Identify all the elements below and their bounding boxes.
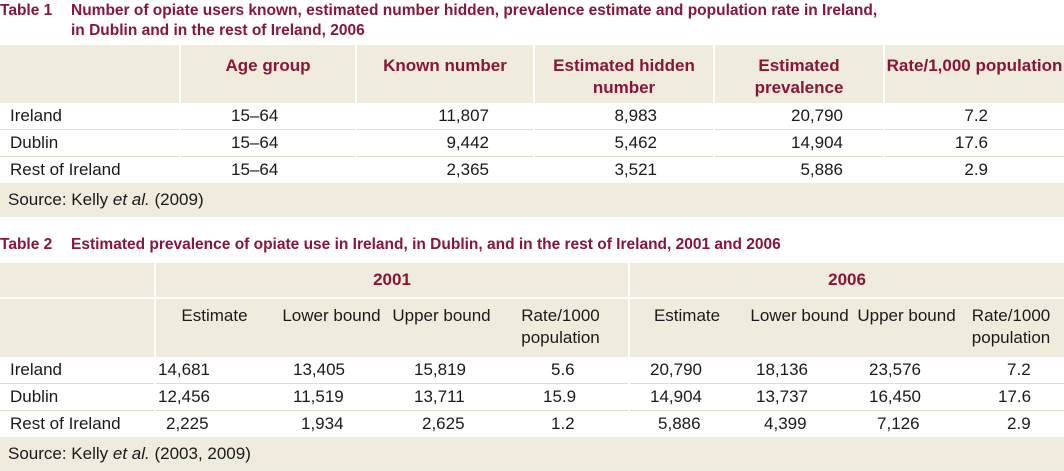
table2-year-2001: 2001 xyxy=(153,263,630,298)
cell-value: 12,456 xyxy=(154,383,273,411)
table-row: Ireland 14,681 13,405 15,819 5.6 20,790 … xyxy=(0,357,1064,384)
cell-age: 15–64 xyxy=(179,129,356,157)
table1-header-rate: Rate/1,000 population xyxy=(883,45,1064,103)
cell-known: 9,442 xyxy=(355,129,534,157)
row-label: Ireland xyxy=(0,357,155,384)
table-row: Rest of Ireland 2,225 1,934 2,625 1.2 5,… xyxy=(0,410,1064,437)
subheader-rate: Rate/1000 population xyxy=(493,297,630,357)
table2-number: Table 2 xyxy=(0,236,53,253)
subheader-estimate: Estimate xyxy=(154,297,273,357)
cell-value: 13,711 xyxy=(390,383,493,411)
table1-header-known: Known number xyxy=(355,45,534,103)
table1-header-prevalence: Estimated prevalence xyxy=(713,45,884,103)
table1-source-row: Source: Kelly et al. (2009) xyxy=(0,183,1064,217)
table1-title-line1: Number of opiate users known, estimated … xyxy=(71,2,878,19)
source-prefix: Source: Kelly xyxy=(8,444,113,463)
table1: Age group Known number Estimated hidden … xyxy=(0,45,1064,217)
cell-value: 7.2 xyxy=(958,357,1064,384)
table2-caption: Table 2 Estimated prevalence of opiate us… xyxy=(0,235,1064,255)
cell-value: 2,625 xyxy=(422,414,465,433)
cell-value: 11,519 xyxy=(273,383,390,411)
source-italic: et al. xyxy=(112,190,150,209)
table2-source-row: Source: Kelly et al. (2003, 2009) xyxy=(0,437,1064,471)
cell-value: 2.9 xyxy=(1007,414,1031,433)
source-prefix: Source: Kelly xyxy=(8,190,113,209)
subheader-rate: Rate/1000 population xyxy=(958,297,1064,357)
cell-age: 15–64 xyxy=(179,103,356,130)
cell-value: 17.6 xyxy=(958,383,1064,411)
table1-header-empty xyxy=(0,45,180,103)
cell-value: 2,225 xyxy=(154,410,273,437)
table1-header-row: Age group Known number Estimated hidden … xyxy=(0,45,1064,103)
cell-prevalence: 14,904 xyxy=(713,129,884,157)
table-row: Ireland 15–64 11,807 8,983 20,790 7.2 xyxy=(0,103,1064,130)
subheader-upper: Upper bound xyxy=(855,297,959,357)
cell-value: 4,399 xyxy=(764,414,807,433)
cell-value: 16,450 xyxy=(855,383,959,411)
cell-value: 7,126 xyxy=(877,414,920,433)
table1-number: Table 1 xyxy=(0,2,53,19)
table1-header-hidden: Estimated hidden number xyxy=(533,45,714,103)
table2-source: Source: Kelly et al. (2003, 2009) xyxy=(0,437,1064,471)
table2-subheader-row: Estimate Lower bound Upper bound Rate/10… xyxy=(0,297,1064,357)
cell-value: 15,819 xyxy=(390,357,493,384)
cell-known: 2,365 xyxy=(355,156,534,183)
cell-value: 13,405 xyxy=(273,357,390,384)
table1-source: Source: Kelly et al. (2009) xyxy=(0,183,1064,217)
cell-value: 18,136 xyxy=(744,357,856,384)
row-label: Rest of Ireland xyxy=(10,414,121,433)
table2-subheader-empty xyxy=(0,297,155,357)
table2-title: Estimated prevalence of opiate use in Ir… xyxy=(71,236,781,253)
row-label: Ireland xyxy=(0,103,180,130)
table2-year-row: 2001 2006 xyxy=(0,263,1064,298)
cell-value: 5.6 xyxy=(493,357,630,384)
cell-value: 14,681 xyxy=(154,357,273,384)
table-row: Rest of Ireland 15–64 2,365 3,521 5,886 … xyxy=(0,156,1064,183)
cell-value: 1.2 xyxy=(551,414,575,433)
cell-value: 23,576 xyxy=(855,357,959,384)
cell-rate: 17.6 xyxy=(883,129,1064,157)
cell-value: 20,790 xyxy=(628,357,745,384)
cell-hidden: 5,462 xyxy=(533,129,714,157)
source-suffix: (2009) xyxy=(149,190,204,209)
table2-year-empty xyxy=(0,263,155,298)
cell-rate: 2.9 xyxy=(883,156,1064,183)
subheader-lower: Lower bound xyxy=(273,297,390,357)
cell-hidden: 8,983 xyxy=(533,103,714,130)
subheader-estimate: Estimate xyxy=(628,297,745,357)
cell-prevalence: 5,886 xyxy=(713,156,884,183)
table1-title-line2: in Dublin and in the rest of Ireland, 20… xyxy=(71,22,365,39)
cell-hidden: 3,521 xyxy=(533,156,714,183)
row-label: Rest of Ireland xyxy=(10,160,121,179)
cell-value: 13,737 xyxy=(744,383,856,411)
cell-value: 15.9 xyxy=(493,383,630,411)
table1-caption: Table 1 Number of opiate users known, est… xyxy=(0,1,1064,41)
row-label: Dublin xyxy=(0,129,180,157)
cell-prevalence: 20,790 xyxy=(713,103,884,130)
table1-header-age: Age group xyxy=(179,45,356,103)
cell-value: 1,934 xyxy=(301,414,344,433)
row-label: Dublin xyxy=(0,383,155,411)
source-italic: et al. xyxy=(112,444,150,463)
table2: 2001 2006 Estimate Lower bound Upper bou… xyxy=(0,263,1064,471)
table2-year-2006: 2006 xyxy=(628,263,1064,298)
table-row: Dublin 15–64 9,442 5,462 14,904 17.6 xyxy=(0,129,1064,157)
cell-known: 11,807 xyxy=(355,103,534,130)
subheader-lower: Lower bound xyxy=(744,297,856,357)
source-suffix: (2003, 2009) xyxy=(149,444,251,463)
subheader-upper: Upper bound xyxy=(390,297,493,357)
cell-age: 15–64 xyxy=(179,156,356,183)
cell-value: 14,904 xyxy=(628,383,745,411)
table-row: Dublin 12,456 11,519 13,711 15.9 14,904 … xyxy=(0,383,1064,411)
cell-rate: 7.2 xyxy=(883,103,1064,130)
cell-value: 5,886 xyxy=(628,410,745,437)
